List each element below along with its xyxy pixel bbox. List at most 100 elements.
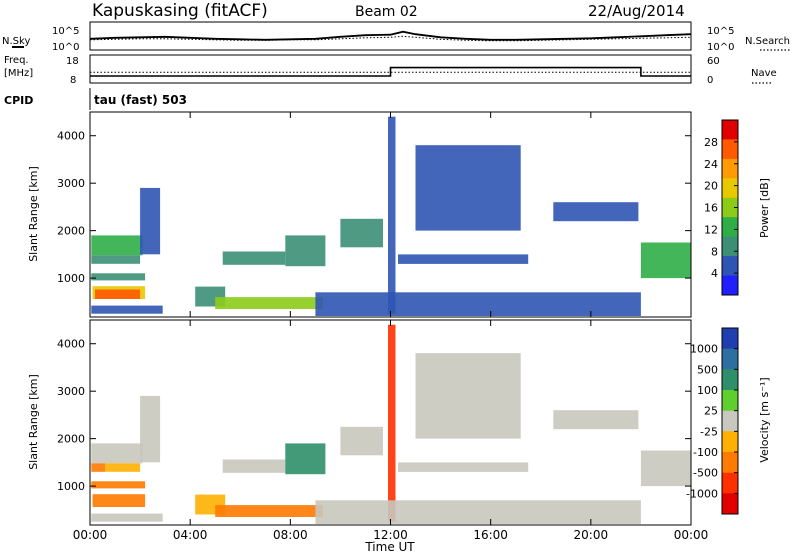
colorbar-swatch <box>722 197 738 218</box>
freq-panel <box>89 54 692 84</box>
velocity-colorbar-label: Velocity [m s⁻¹] <box>758 377 771 462</box>
colorbar-tick-label: 20 <box>704 180 718 193</box>
echo-region <box>398 462 529 472</box>
colorbar-tick-label: 8 <box>711 245 718 258</box>
colorbar-frame <box>721 327 739 515</box>
colorbar-tick-label: -1000 <box>686 487 718 500</box>
echo-region <box>215 505 323 517</box>
echo-region <box>91 255 141 264</box>
colorbar-swatch <box>722 275 738 296</box>
colorbar-swatch <box>722 139 738 160</box>
y-tick-label: 3000 <box>57 177 85 190</box>
echo-region <box>222 251 286 265</box>
noise-right-tick-top: 10^5 <box>707 26 734 37</box>
echo-region <box>285 235 326 267</box>
velocity-y-ticks: 1000 2000 3000 4000 <box>57 338 691 493</box>
echo-region <box>315 500 641 524</box>
power-y-label: Slant Range [km] <box>27 166 40 262</box>
echo-region <box>285 443 326 475</box>
colorbar-swatch <box>722 158 738 179</box>
colorbar-tick-label: -25 <box>700 425 718 438</box>
echo-region <box>388 324 396 522</box>
echo-region <box>388 116 396 314</box>
power-y-ticks: 1000 2000 3000 4000 <box>57 130 691 285</box>
echo-region <box>215 297 323 309</box>
x-tick-label: 00:00 <box>73 528 108 542</box>
colorbar-tick-label: 12 <box>704 223 718 236</box>
y-tick-label: 3000 <box>57 385 85 398</box>
x-axis-label: Time UT <box>364 540 415 554</box>
colorbar-tick-label: -100 <box>693 446 718 459</box>
y-tick-label: 4000 <box>57 338 85 351</box>
x-tick-label: 20:00 <box>574 528 609 542</box>
nave-tick-top: 60 <box>707 56 720 67</box>
echo-region <box>553 202 639 222</box>
echo-region <box>95 289 141 299</box>
nave-tick-bottom: 0 <box>707 75 713 86</box>
colorbar-tick-label: 100 <box>697 384 718 397</box>
y-tick-label: 4000 <box>57 130 85 143</box>
echo-region <box>340 426 383 456</box>
echo-region <box>315 292 641 316</box>
echo-region <box>91 273 146 281</box>
y-tick-label: 1000 <box>57 272 85 285</box>
echo-region <box>105 463 141 472</box>
colorbar-swatch <box>722 217 738 238</box>
colorbar-swatch <box>722 328 738 350</box>
x-tick-label: 12:00 <box>373 528 408 542</box>
echo-region <box>91 463 106 472</box>
x-tick-label: 08:00 <box>273 528 308 542</box>
y-tick-label: 1000 <box>57 480 85 493</box>
power-colorbar-label: Power [dB] <box>758 178 771 238</box>
echo-region <box>140 187 161 255</box>
echo-region <box>91 443 143 464</box>
date-label: 22/Aug/2014 <box>588 2 685 20</box>
colorbar-swatch <box>722 120 738 140</box>
colorbar-tick-label: 16 <box>704 202 718 215</box>
colorbar-swatch <box>722 256 738 276</box>
noise-panel <box>89 21 692 51</box>
nsky-series-line <box>89 30 692 41</box>
nsky-label: N.Sky <box>2 36 30 47</box>
colorbar-swatch <box>722 369 738 391</box>
echo-region <box>415 145 521 231</box>
colorbar-tick-label: 24 <box>704 158 718 171</box>
echo-region <box>92 494 146 507</box>
freq-unit-label: [MHz] <box>4 68 33 79</box>
echo-region <box>91 481 146 489</box>
y-tick-label: 2000 <box>57 433 85 446</box>
freq-tick-bottom: 8 <box>70 75 76 86</box>
colorbar-tick-label: 25 <box>704 405 718 418</box>
colorbar-swatch <box>722 236 738 257</box>
noise-tick-top: 10^5 <box>52 26 79 37</box>
echo-region <box>91 305 163 314</box>
velocity-y-label: Slant Range [km] <box>27 374 40 470</box>
y-tick-label: 2000 <box>57 225 85 238</box>
x-axis-ticks: 00:00 04:00 08:00 12:00 16:00 20:00 00:00 <box>73 112 709 542</box>
colorbar-tick-label: 28 <box>704 136 718 149</box>
cpid-text: tau (fast) 503 <box>94 93 187 107</box>
nsearch-label: N.Search <box>745 36 790 47</box>
echo-region <box>91 235 143 256</box>
station-title: Kapuskasing (fitACF) <box>92 1 268 21</box>
colorbar-swatch <box>722 178 738 199</box>
freq-tick-top: 18 <box>66 56 79 67</box>
colorbar-swatch <box>722 472 738 494</box>
noise-tick-bottom: 10^0 <box>52 42 79 53</box>
echo-region <box>553 410 639 430</box>
x-tick-label: 00:00 <box>674 528 709 542</box>
colorbar-tick-label: 500 <box>697 363 718 376</box>
colorbar-swatch <box>722 348 738 370</box>
echo-region <box>415 353 521 439</box>
x-tick-label: 16:00 <box>473 528 508 542</box>
colorbar-tick-label: 4 <box>711 267 718 280</box>
echo-region <box>140 395 161 463</box>
nave-label: Nave <box>751 68 777 79</box>
x-tick-label: 04:00 <box>173 528 208 542</box>
power-colorbar: 28 24 20 16 12 8 4 <box>704 119 739 296</box>
colorbar-swatch <box>722 431 738 453</box>
echo-region <box>398 254 529 264</box>
echo-region <box>340 218 383 248</box>
echo-region <box>222 459 286 473</box>
